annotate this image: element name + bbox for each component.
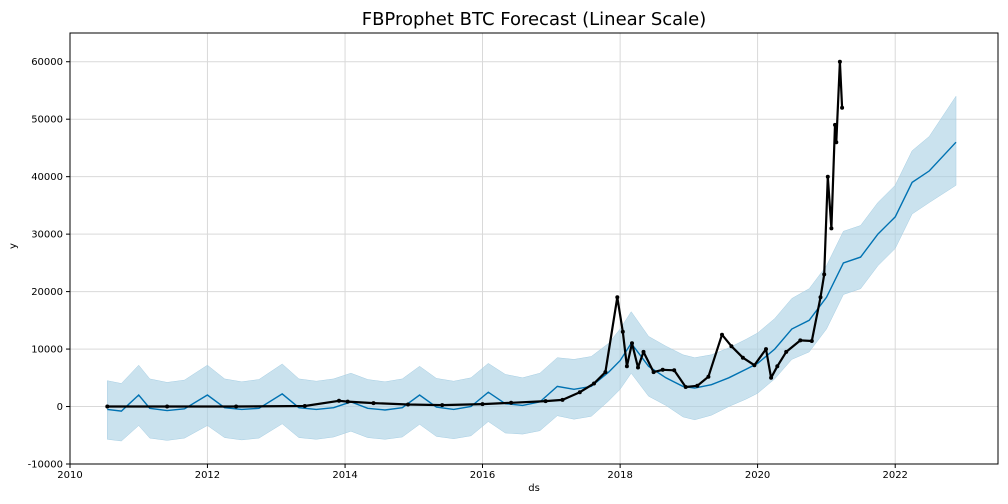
x-axis-label: ds [528,483,540,494]
observed-point [641,349,646,354]
observed-point [822,272,827,277]
observed-point [825,174,830,179]
observed-point [683,385,688,389]
y-tick-label: -10000 [28,460,63,471]
y-tick-label: 10000 [31,345,63,356]
x-tick-label: 2018 [607,470,632,481]
y-axis-ticks: -10000 0 10000 20000 30000 40000 50000 60000 [28,57,70,471]
observed-point [740,355,745,360]
observed-point [371,401,376,406]
y-tick-label: 60000 [31,57,63,68]
observed-point [706,374,711,379]
observed-point [720,332,724,337]
observed-points-layer [105,59,845,409]
observed-point [636,365,640,370]
uncertainty-band [107,95,957,442]
y-tick-label: 20000 [31,287,63,298]
observed-point [764,347,768,352]
observed-point [695,383,700,388]
observed-point [818,295,823,300]
observed-point [798,338,803,343]
observed-point [603,370,608,375]
y-tick-label: 30000 [31,230,63,241]
chart-title: FBProphet BTC Forecast (Linear Scale) [362,9,707,30]
observed-point [660,367,665,372]
observed-point [834,140,839,145]
observed-point [440,403,445,408]
observed-point [752,363,757,368]
uncertainty-interval-layer [107,95,957,442]
plot-frame [69,32,999,465]
observed-point [784,349,789,354]
observed-point [234,404,239,409]
x-tick-label: 2020 [745,470,770,481]
x-tick-label: 2016 [470,470,495,481]
x-tick-label: 2010 [57,470,82,481]
observed-point [302,404,307,408]
observed-point [775,364,780,369]
observed-point [809,339,814,343]
observed-point [630,341,634,346]
observed-point [829,226,834,231]
observed-point [592,381,596,386]
observed-trace [107,60,844,408]
observed-point [480,402,485,407]
x-tick-label: 2012 [195,470,220,481]
observed-point [837,59,842,64]
observed-point [651,370,656,375]
observed-point [624,364,629,369]
x-tick-label: 2014 [332,470,357,481]
observed-point [337,398,341,403]
x-tick-label: 2022 [882,470,907,481]
observed-point [560,397,565,402]
observed-point [406,402,410,407]
y-tick-label: 40000 [31,172,63,183]
observed-point [620,329,625,334]
observed-point [165,404,170,409]
observed-point [345,399,350,404]
y-tick-label: 50000 [31,115,63,126]
observed-point [769,375,774,380]
x-axis-ticks: 2010 2012 2014 2016 2018 2020 2022 [57,464,908,481]
observed-point [729,344,734,349]
observed-point [840,105,845,110]
y-tick-label: 0 [57,402,63,413]
observed-point [615,295,620,300]
observed-point [577,390,582,395]
observed-point [105,404,110,409]
observed-point [543,399,548,404]
observed-point [833,122,837,127]
y-axis-label: y [8,243,19,249]
observed-point [672,368,677,373]
observed-point [509,400,514,405]
